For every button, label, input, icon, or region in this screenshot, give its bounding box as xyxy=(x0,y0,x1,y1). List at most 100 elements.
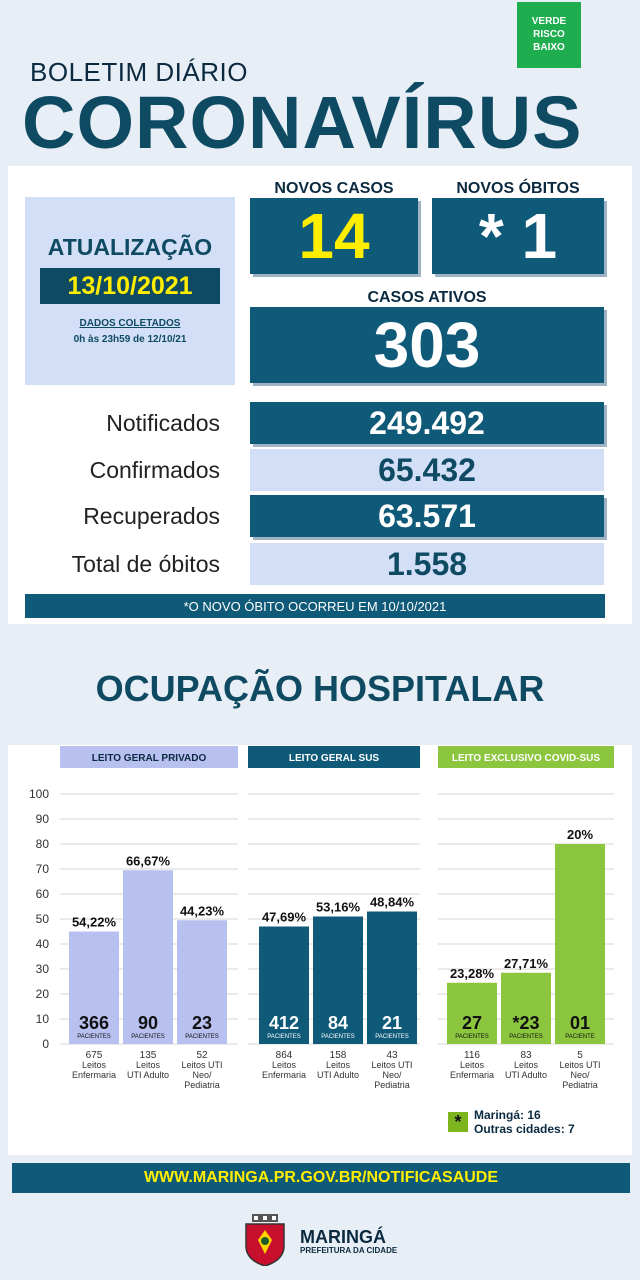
active-cases-label: CASOS ATIVOS xyxy=(367,289,487,306)
bar-capacity-label-2-2-1: Leitos UTI xyxy=(559,1060,600,1070)
footer-city-subtitle: PREFEITURA DA CIDADE xyxy=(300,1246,398,1255)
bar-percent-label-0-1: 66,67% xyxy=(126,853,171,868)
y-tick-label-2: 20 xyxy=(36,987,50,1001)
bar-2-0 xyxy=(447,982,497,1044)
update-note: DADOS COLETADOS 0h às 23h59 de 12/10/21 xyxy=(25,316,235,348)
bar-0-0 xyxy=(69,931,119,1044)
panel-title-0: LEITO GERAL PRIVADO xyxy=(92,753,207,764)
bar-capacity-label-1-1-1: Leitos xyxy=(326,1060,351,1070)
update-note-line-2: 0h às 23h59 de 12/10/21 xyxy=(73,334,187,345)
legend-line-1: Maringá: 16 xyxy=(474,1108,541,1122)
bar-capacity-label-0-2-0: 52 xyxy=(196,1050,208,1061)
bar-patient-count-0-2: 23 xyxy=(192,1013,212,1033)
bar-patient-count-2-0: 27 xyxy=(462,1013,482,1033)
bar-percent-label-0-2: 44,23% xyxy=(180,903,225,918)
bar-patient-unit-2-1: PACIENTES xyxy=(509,1034,543,1040)
bar-patient-unit-2-0: PACIENTES xyxy=(455,1034,489,1040)
bar-patient-unit-0-0: PACIENTES xyxy=(77,1034,111,1040)
risk-line-1: VERDE xyxy=(531,16,567,27)
bar-0-2 xyxy=(177,920,227,1044)
y-tick-label-8: 80 xyxy=(36,837,50,851)
bar-capacity-label-2-0-1: Leitos xyxy=(460,1060,485,1070)
stat-label-recovered: Recuperados xyxy=(83,503,220,529)
bar-capacity-label-0-0-0: 675 xyxy=(86,1050,103,1061)
panel-header-0 xyxy=(60,746,238,768)
risk-line-2: RISCO xyxy=(533,29,565,40)
bar-capacity-label-0-2-1: Leitos UTI xyxy=(181,1060,222,1070)
asterisk-icon: * xyxy=(448,1112,468,1132)
stat-label-notified: Notificados xyxy=(106,410,220,436)
bar-patient-unit-2-2: PACIENTE xyxy=(565,1034,595,1040)
bar-capacity-label-2-2-3: Pediatria xyxy=(562,1080,598,1090)
bar-patient-unit-1-0: PACIENTES xyxy=(267,1034,301,1040)
bar-capacity-label-1-2-3: Pediatria xyxy=(374,1080,410,1090)
bar-capacity-label-0-2-3: Pediatria xyxy=(184,1080,220,1090)
bar-patient-count-1-0: 412 xyxy=(269,1013,299,1033)
new-deaths-value: * 1 xyxy=(432,198,604,274)
bar-capacity-label-0-1-2: UTI Adulto xyxy=(127,1070,169,1080)
bar-patient-unit-1-1: PACIENTES xyxy=(321,1034,355,1040)
risk-line-3: BAIXO xyxy=(533,42,565,53)
bar-capacity-label-0-0-2: Enfermaria xyxy=(72,1070,116,1080)
stat-label-total-deaths: Total de óbitos xyxy=(71,551,220,577)
bar-capacity-label-1-0-2: Enfermaria xyxy=(262,1070,306,1080)
bar-capacity-label-1-1-0: 158 xyxy=(330,1050,347,1061)
bar-capacity-label-2-1-0: 83 xyxy=(520,1050,532,1061)
bar-capacity-label-2-0-0: 116 xyxy=(464,1050,480,1061)
bar-1-0 xyxy=(259,926,309,1044)
header-subtitle: BOLETIM DIÁRIO xyxy=(30,57,248,87)
bar-capacity-label-1-0-0: 864 xyxy=(276,1050,293,1061)
hospital-section-title: OCUPAÇÃO HOSPITALAR xyxy=(95,668,545,709)
bar-capacity-label-0-0-1: Leitos xyxy=(82,1060,107,1070)
bar-percent-label-1-1: 53,16% xyxy=(316,900,361,915)
death-note: *O NOVO ÓBITO OCORREU EM 10/10/2021 xyxy=(25,594,605,618)
bar-capacity-label-1-2-2: Neo/ xyxy=(382,1070,402,1080)
bar-capacity-label-0-2-2: Neo/ xyxy=(192,1070,212,1080)
update-date: 13/10/2021 xyxy=(40,268,220,304)
risk-level-badge: VERDE RISCO BAIXO xyxy=(517,2,581,68)
bar-patient-unit-0-1: PACIENTES xyxy=(131,1034,165,1040)
stat-value-confirmed: 65.432 xyxy=(250,449,604,491)
bar-patient-count-2-2: 01 xyxy=(570,1013,590,1033)
website-link[interactable]: WWW.MARINGA.PR.GOV.BR/NOTIFICASAUDE xyxy=(12,1163,630,1193)
bar-capacity-label-0-1-0: 135 xyxy=(140,1050,157,1061)
bar-capacity-label-1-0-1: Leitos xyxy=(272,1060,297,1070)
bar-patient-count-0-1: 90 xyxy=(138,1013,158,1033)
panel-header-2 xyxy=(438,746,614,768)
bar-percent-label-0-0: 54,22% xyxy=(72,915,117,930)
bar-patient-unit-0-2: PACIENTES xyxy=(185,1034,219,1040)
bar-capacity-label-2-2-2: Neo/ xyxy=(570,1070,590,1080)
bar-capacity-label-0-1-1: Leitos xyxy=(136,1060,161,1070)
bar-percent-label-1-2: 48,84% xyxy=(370,895,415,910)
update-label: ATUALIZAÇÃO xyxy=(47,234,213,260)
bar-patient-count-0-0: 366 xyxy=(79,1013,109,1033)
bar-percent-label-1-0: 47,69% xyxy=(262,910,307,925)
stat-value-notified: 249.492 xyxy=(250,402,604,444)
y-tick-label-10: 100 xyxy=(29,787,49,801)
new-deaths-label: NOVOS ÓBITOS xyxy=(456,180,580,197)
stat-value-recovered: 63.571 xyxy=(250,495,604,537)
y-tick-label-5: 50 xyxy=(36,912,50,926)
y-tick-label-6: 60 xyxy=(36,887,50,901)
y-tick-label-0: 0 xyxy=(42,1037,49,1051)
bar-capacity-label-2-2-0: 5 xyxy=(577,1050,583,1061)
active-cases-value: 303 xyxy=(250,307,604,383)
bar-patient-count-2-1: *23 xyxy=(512,1013,539,1033)
y-tick-label-9: 90 xyxy=(36,812,50,826)
panel-title-2: LEITO EXCLUSIVO COVID-SUS xyxy=(452,753,600,764)
panel-title-1: LEITO GERAL SUS xyxy=(289,753,380,764)
bar-percent-label-2-0: 23,28% xyxy=(450,966,495,981)
update-note-line-1: DADOS COLETADOS xyxy=(79,318,181,329)
y-tick-label-4: 40 xyxy=(36,937,50,951)
bar-capacity-label-2-0-2: Enfermaria xyxy=(450,1070,494,1080)
legend-text: Maringá: 16 Outras cidades: 7 xyxy=(474,1108,575,1136)
bar-patient-count-1-2: 21 xyxy=(382,1013,402,1033)
bar-capacity-label-2-1-1: Leitos xyxy=(514,1060,539,1070)
stat-label-confirmed: Confirmados xyxy=(89,457,220,483)
footer-city-name: MARINGÁ xyxy=(300,1227,386,1247)
bar-0-1 xyxy=(123,870,173,1044)
panel-header-1 xyxy=(248,746,420,768)
new-cases-label: NOVOS CASOS xyxy=(274,180,394,197)
y-tick-label-3: 30 xyxy=(36,962,50,976)
